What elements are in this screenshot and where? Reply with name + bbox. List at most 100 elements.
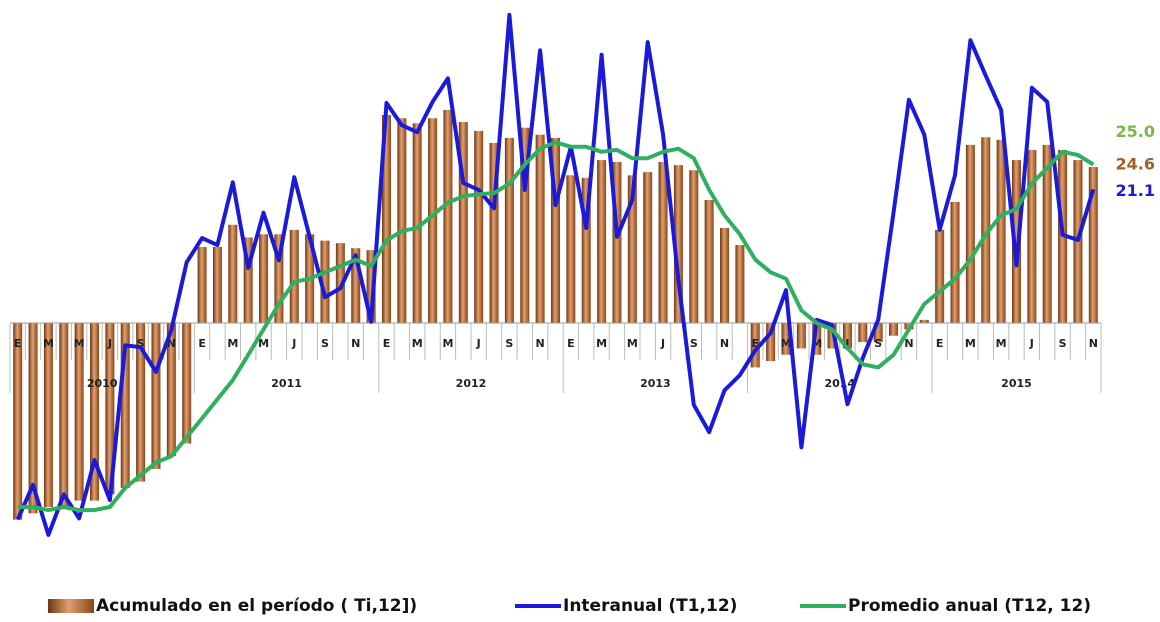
x-tick-label: M: [227, 337, 238, 350]
bar: [458, 122, 468, 324]
x-tick-label: M: [74, 337, 85, 350]
x-tick-label: J: [1029, 337, 1034, 350]
bar: [627, 175, 637, 324]
bar: [412, 123, 422, 324]
x-tick-label: J: [107, 337, 112, 350]
bar: [827, 323, 837, 349]
bar: [105, 323, 115, 495]
x-tick-label: J: [844, 337, 849, 350]
legend-swatch: [48, 599, 94, 613]
bar: [1027, 149, 1037, 324]
x-tick-label: S: [690, 337, 698, 350]
bar: [919, 319, 929, 324]
year-label: 2011: [271, 377, 302, 390]
bar: [965, 144, 975, 324]
x-tick-label: E: [383, 337, 391, 350]
bar: [43, 323, 53, 507]
x-tick-label: N: [167, 337, 176, 350]
bar: [612, 161, 622, 324]
bar: [474, 130, 484, 324]
bar: [812, 323, 822, 355]
bar: [673, 165, 683, 324]
x-tick-label: M: [781, 337, 792, 350]
x-tick-label: M: [412, 337, 423, 350]
bar: [1042, 144, 1052, 324]
x-tick-label: E: [198, 337, 206, 350]
bar: [489, 142, 499, 324]
bar: [274, 234, 284, 324]
bar: [381, 115, 391, 324]
line: [17, 140, 1095, 513]
bar: [228, 224, 238, 324]
bar: [289, 229, 299, 324]
bar: [720, 227, 730, 324]
bar: [320, 240, 330, 324]
bar: [842, 323, 852, 349]
bar: [13, 323, 23, 520]
x-tick-label: E: [936, 337, 944, 350]
x-tick-label: N: [720, 337, 729, 350]
bar: [581, 177, 591, 324]
bar: [689, 170, 699, 324]
bar: [243, 237, 253, 324]
legend: Acumulado en el período ( Ti,12]) Interan…: [48, 596, 1091, 616]
legend-label: Acumulado en el período ( Ti,12]): [96, 596, 417, 616]
bar: [428, 118, 438, 324]
bar: [74, 323, 84, 501]
bar: [259, 234, 269, 324]
value-label: 24.6: [1116, 155, 1155, 174]
bar: [535, 134, 545, 324]
year-label: 2012: [456, 377, 487, 390]
bar: [136, 323, 146, 482]
x-tick-label: J: [476, 337, 481, 350]
x-tick-label: E: [567, 337, 575, 350]
x-tick-label: M: [811, 337, 822, 350]
x-tick-label: J: [291, 337, 296, 350]
x-tick-label: S: [321, 337, 329, 350]
x-tick-label: M: [43, 337, 54, 350]
line: [15, 12, 1096, 537]
x-tick-label: N: [904, 337, 913, 350]
x-tick-label: N: [1089, 337, 1098, 350]
lines: 24.6 21.1 25.0: [15, 12, 1155, 537]
bar: [90, 323, 100, 501]
x-tick-label: S: [874, 337, 882, 350]
bar: [1088, 167, 1098, 324]
axis: E M M J S N E M M J S N E M M J S N E M M J S N E M M J S N E M M J S N 2010…: [9, 322, 1102, 394]
bar: [566, 175, 576, 324]
x-tick-label: S: [137, 337, 145, 350]
x-tick-label: S: [505, 337, 513, 350]
bar: [397, 118, 407, 324]
bar: [551, 137, 560, 324]
bar: [643, 172, 653, 324]
bar: [935, 229, 945, 324]
bar: [351, 248, 361, 324]
bar: [766, 323, 776, 362]
bar: [750, 323, 760, 368]
bar: [366, 250, 376, 324]
bar: [873, 323, 883, 343]
bar: [735, 245, 745, 324]
bar: [182, 323, 192, 444]
x-tick-label: E: [752, 337, 760, 350]
bar: [658, 161, 668, 324]
bar: [443, 109, 453, 324]
legend-label: Promedio anual (T12, 12): [848, 596, 1091, 616]
value-label: 21.1: [1116, 181, 1155, 200]
bar: [981, 137, 991, 324]
bar: [166, 323, 176, 457]
bar: [28, 323, 38, 514]
bar: [504, 137, 514, 324]
x-tick-label: M: [596, 337, 607, 350]
year-label: 2015: [1001, 377, 1032, 390]
bar: [796, 323, 806, 349]
x-tick-label: M: [996, 337, 1007, 350]
x-tick-label: M: [442, 337, 453, 350]
x-tick-label: J: [660, 337, 665, 350]
x-tick-label: M: [627, 337, 638, 350]
bar: [212, 246, 222, 324]
bar: [1011, 160, 1021, 324]
bar: [996, 139, 1006, 324]
year-label: 2013: [640, 377, 671, 390]
